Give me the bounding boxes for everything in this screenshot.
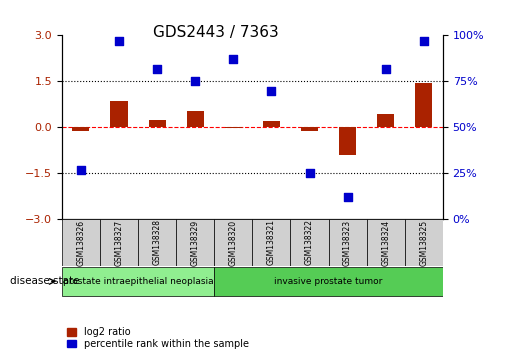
Text: GDS2443 / 7363: GDS2443 / 7363 [153, 25, 279, 40]
Point [267, 88, 276, 93]
Bar [110, 101, 128, 127]
Point [305, 171, 314, 176]
FancyBboxPatch shape [62, 219, 100, 266]
Bar [148, 120, 166, 127]
Text: GSM138327: GSM138327 [114, 219, 124, 266]
Text: invasive prostate tumor: invasive prostate tumor [274, 277, 383, 286]
Text: disease state: disease state [10, 276, 80, 286]
FancyBboxPatch shape [290, 219, 329, 266]
Bar [377, 114, 394, 127]
Text: GSM138321: GSM138321 [267, 219, 276, 266]
Point [153, 66, 161, 72]
Point [77, 167, 85, 173]
Legend: log2 ratio, percentile rank within the sample: log2 ratio, percentile rank within the s… [66, 327, 249, 349]
Point [229, 57, 237, 62]
FancyBboxPatch shape [252, 219, 290, 266]
Bar [415, 83, 433, 127]
Bar [72, 127, 90, 131]
Text: GSM138329: GSM138329 [191, 219, 200, 266]
Point [115, 38, 123, 44]
FancyBboxPatch shape [214, 219, 252, 266]
FancyBboxPatch shape [62, 267, 214, 296]
FancyBboxPatch shape [367, 219, 405, 266]
Bar [339, 127, 356, 155]
Bar [263, 121, 280, 127]
FancyBboxPatch shape [405, 219, 443, 266]
FancyBboxPatch shape [214, 267, 443, 296]
Point [382, 66, 390, 72]
Text: GSM138322: GSM138322 [305, 219, 314, 266]
Text: GSM138323: GSM138323 [343, 219, 352, 266]
Text: GSM138328: GSM138328 [152, 219, 162, 266]
Text: GSM138326: GSM138326 [76, 219, 85, 266]
Bar [186, 110, 204, 127]
FancyBboxPatch shape [138, 219, 176, 266]
FancyBboxPatch shape [329, 219, 367, 266]
Bar [301, 127, 318, 131]
Point [344, 195, 352, 200]
Text: GSM138325: GSM138325 [419, 219, 428, 266]
Bar [225, 127, 242, 129]
Point [191, 79, 199, 84]
Text: prostate intraepithelial neoplasia: prostate intraepithelial neoplasia [63, 277, 213, 286]
Text: GSM138320: GSM138320 [229, 219, 238, 266]
FancyBboxPatch shape [176, 219, 214, 266]
Text: GSM138324: GSM138324 [381, 219, 390, 266]
Point [420, 38, 428, 44]
FancyBboxPatch shape [100, 219, 138, 266]
